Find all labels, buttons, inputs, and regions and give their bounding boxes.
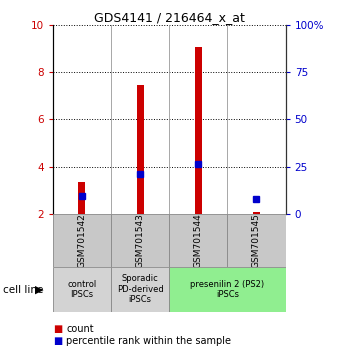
Text: control
IPSCs: control IPSCs	[67, 280, 97, 299]
Bar	[78, 182, 85, 214]
Text: cell line: cell line	[3, 285, 44, 295]
FancyBboxPatch shape	[111, 267, 169, 312]
FancyBboxPatch shape	[111, 214, 169, 267]
Text: ▶: ▶	[35, 285, 44, 295]
Text: GSM701544: GSM701544	[194, 213, 203, 268]
Bar	[137, 85, 143, 214]
Text: count: count	[66, 324, 94, 333]
Title: GDS4141 / 216464_x_at: GDS4141 / 216464_x_at	[94, 11, 244, 24]
FancyBboxPatch shape	[53, 214, 111, 267]
Text: GSM701543: GSM701543	[136, 213, 144, 268]
FancyBboxPatch shape	[169, 267, 286, 312]
Text: ■: ■	[53, 324, 62, 333]
Text: GSM701542: GSM701542	[77, 213, 86, 268]
FancyBboxPatch shape	[169, 214, 227, 267]
Bar	[253, 212, 260, 214]
FancyBboxPatch shape	[53, 267, 111, 312]
Bar	[195, 47, 202, 214]
Text: GSM701545: GSM701545	[252, 213, 261, 268]
Text: percentile rank within the sample: percentile rank within the sample	[66, 336, 231, 346]
Text: presenilin 2 (PS2)
iPSCs: presenilin 2 (PS2) iPSCs	[190, 280, 265, 299]
Text: Sporadic
PD-derived
iPSCs: Sporadic PD-derived iPSCs	[117, 274, 164, 304]
FancyBboxPatch shape	[227, 214, 286, 267]
Text: ■: ■	[53, 336, 62, 346]
